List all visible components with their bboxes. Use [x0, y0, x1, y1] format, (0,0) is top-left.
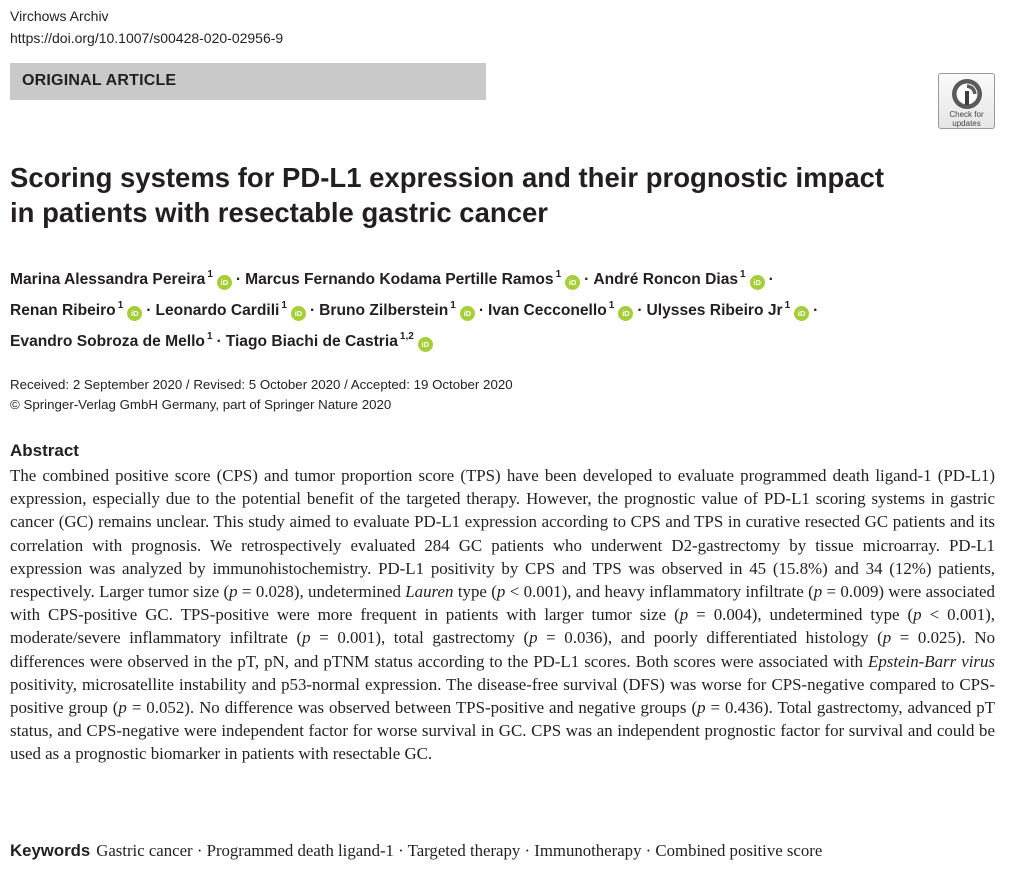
- author-name: Renan Ribeiro: [10, 302, 116, 319]
- author-separator: ·: [309, 302, 316, 319]
- author-separator: ·: [584, 271, 590, 288]
- author-name: Marina Alessandra Pereira: [10, 271, 206, 288]
- article-type-banner: ORIGINAL ARTICLE: [10, 63, 486, 100]
- orcid-icon[interactable]: iD: [618, 306, 634, 321]
- affiliation-marker: 1: [555, 269, 562, 280]
- affiliation-marker: 1: [740, 269, 746, 280]
- author[interactable]: Ivan Cecconello 1iD: [488, 300, 634, 321]
- author[interactable]: Evandro Sobroza de Mello 1: [10, 331, 213, 350]
- author[interactable]: Marina Alessandra Pereira 1iD: [10, 269, 232, 290]
- author-separator: ·: [478, 302, 485, 319]
- orcid-icon[interactable]: iD: [565, 275, 581, 290]
- author-separator: ·: [235, 271, 242, 288]
- doi-link[interactable]: https://doi.org/10.1007/s00428-020-02956…: [10, 30, 284, 46]
- journal-name: Virchows Archiv: [10, 8, 109, 24]
- affiliation-marker: 1: [608, 300, 615, 311]
- affiliation-marker: 1: [117, 300, 124, 311]
- author-name: Marcus Fernando Kodama Pertille Ramos: [245, 271, 554, 288]
- author-list: Marina Alessandra Pereira 1iD · Marcus Fern…: [10, 262, 1000, 355]
- author-separator: ·: [146, 302, 152, 319]
- author-name: André Roncon Dias: [593, 271, 739, 288]
- affiliation-marker: 1: [281, 300, 287, 311]
- check-updates-icon: [951, 79, 982, 109]
- title-line-2: in patients with resectable gastric canc…: [10, 197, 548, 228]
- author[interactable]: André Roncon Dias 1iD: [593, 269, 765, 290]
- author-separator: ·: [216, 333, 222, 350]
- article-type-label: ORIGINAL ARTICLE: [22, 72, 177, 89]
- affiliation-marker: 1: [450, 300, 456, 311]
- keywords-line: Keywords Gastric cancer · Programmed deat…: [10, 840, 822, 862]
- author[interactable]: Leonardo Cardili 1iD: [155, 300, 306, 321]
- author-separator: ·: [813, 302, 819, 319]
- affiliation-marker: 1: [207, 269, 213, 280]
- author-name: Ivan Cecconello: [488, 302, 607, 319]
- orcid-icon[interactable]: iD: [127, 306, 143, 321]
- orcid-icon[interactable]: iD: [794, 306, 810, 321]
- author-name: Tiago Biachi de Castria: [225, 333, 398, 350]
- author[interactable]: Ulysses Ribeiro Jr 1iD: [646, 300, 810, 321]
- author-name: Bruno Zilberstein: [319, 302, 449, 319]
- author-name: Leonardo Cardili: [155, 302, 280, 319]
- author-separator: ·: [637, 302, 643, 319]
- author-separator: ·: [768, 271, 774, 288]
- orcid-icon[interactable]: iD: [459, 306, 475, 321]
- orcid-icon[interactable]: iD: [749, 275, 765, 290]
- orcid-icon[interactable]: iD: [216, 275, 232, 290]
- affiliation-marker: 1: [784, 300, 791, 311]
- title-line-1: Scoring systems for PD-L1 expression and…: [10, 162, 885, 193]
- affiliation-marker: 1: [206, 331, 213, 342]
- orcid-icon[interactable]: iD: [417, 337, 433, 352]
- copyright-notice: © Springer-Verlag GmbH Germany, part of …: [10, 397, 392, 412]
- check-for-updates-button[interactable]: Check for updates: [938, 73, 995, 129]
- keywords-list: Gastric cancer · Programmed death ligand…: [96, 841, 823, 860]
- abstract-text: The combined positive score (CPS) and tu…: [10, 466, 996, 764]
- abstract-heading: Abstract: [10, 441, 79, 460]
- affiliation-marker: 1,2: [399, 331, 414, 342]
- article-title: Scoring systems for PD-L1 expression and…: [10, 160, 910, 230]
- author[interactable]: Renan Ribeiro 1iD: [10, 300, 143, 321]
- publication-dates: Received: 2 September 2020 / Revised: 5 …: [10, 377, 513, 392]
- author[interactable]: Marcus Fernando Kodama Pertille Ramos 1iD: [245, 269, 581, 290]
- orcid-icon[interactable]: iD: [290, 306, 306, 321]
- author-name: Ulysses Ribeiro Jr: [646, 302, 783, 319]
- author[interactable]: Tiago Biachi de Castria 1,2iD: [225, 331, 433, 352]
- author-name: Evandro Sobroza de Mello: [10, 333, 205, 350]
- author[interactable]: Bruno Zilberstein 1iD: [319, 300, 475, 321]
- check-updates-line2: updates: [952, 119, 981, 128]
- keywords-label: Keywords: [10, 841, 91, 860]
- check-updates-line1: Check for: [949, 110, 984, 119]
